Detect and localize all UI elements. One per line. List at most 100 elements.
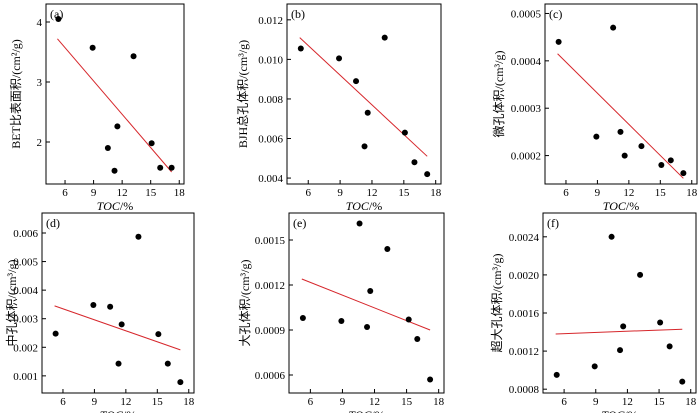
data-point [177,379,184,386]
fit-line [555,328,683,335]
fit-line [299,37,428,157]
chart-panel-5: 6 9 12 15 18 0.0006 0.0009 0.0012 0.0015 (e) TOC/%… [238,212,445,413]
data-point [118,321,125,328]
panel-label: (e) [293,216,306,230]
data-point [591,363,598,370]
data-point [115,360,122,367]
data-point [52,330,59,337]
x-tick-label: 12 [120,396,131,408]
x-tick-label: 9 [337,187,343,199]
chart-panel-3: 6 9 12 15 18 0.0002 0.0003 0.0004 0.0005 (c) TOC/%… [492,3,698,213]
panel-label: (f) [547,216,559,230]
chart-panel-6: 6 9 12 15 18 0.0008 0.0012 0.0016 0.0020 0.0024 (f… [489,212,697,413]
data-point [608,233,615,240]
data-point [364,324,371,330]
y-tick-label: 3 [37,77,43,89]
fit-line [54,305,181,351]
x-axis-title-variable: TOC [601,408,625,413]
y-tick-label: 0.003 [13,314,38,326]
data-point [299,315,306,321]
chart-panel-4: 6 9 12 15 18 0.001 0.002 0.003 0.004 0.005 0.006 (d… [4,212,195,413]
x-tick-label: 12 [369,396,380,408]
y-tick-label: 0.0015 [255,235,286,247]
x-tick-label: 18 [430,187,442,199]
x-tick-label: 9 [340,396,346,408]
data-point [617,128,624,135]
x-tick-label: 15 [401,396,413,408]
x-tick-label: 18 [183,396,195,408]
data-point [155,331,162,338]
x-axis-title: TOC/% [346,199,382,213]
panel-label: (b) [291,7,305,21]
x-tick-label: 9 [92,396,98,408]
data-point [90,302,97,308]
data-point [353,78,360,85]
x-tick-label: 9 [595,187,601,199]
data-point [381,34,388,41]
x-tick-label: 18 [686,187,698,199]
x-tick-label: 6 [561,396,567,408]
x-axis-title-unit: /% [369,199,382,213]
data-point [55,16,62,22]
y-tick-label: 0.0024 [509,232,540,244]
x-tick-label: 6 [563,187,569,199]
x-axis-title-unit: /% [626,199,639,213]
x-tick-label: 12 [117,187,128,199]
data-point [135,233,142,240]
x-axis-title: TOC/% [100,408,136,413]
plot-frame [41,212,195,394]
x-tick-label: 6 [62,187,68,199]
data-point [89,44,96,51]
y-tick-label: 0.006 [13,228,38,240]
x-axis-title-unit: /% [120,199,133,213]
y-tick-label: 0.008 [258,94,283,106]
y-tick-label: 0.0012 [255,280,285,292]
x-axis-title-unit: /% [624,408,637,413]
fit-line [557,53,684,179]
x-tick-label: 12 [366,187,377,199]
data-point [367,288,374,294]
x-tick-label: 15 [145,187,157,199]
x-axis-title-unit: /% [123,408,136,413]
data-point [361,143,368,150]
data-point [336,55,343,62]
x-tick-label: 18 [433,396,445,408]
y-axis-title: BJH总孔体积/(cm³/g) [236,40,250,148]
y-tick-label: 0.006 [258,134,283,146]
y-tick-label: 0.0002 [511,151,541,163]
data-point [384,246,391,252]
x-tick-label: 12 [622,396,633,408]
x-tick-label: 6 [60,396,66,408]
x-tick-label: 15 [398,187,410,199]
y-tick-label: 0.0008 [509,384,540,396]
y-tick-label: 0.0004 [511,56,542,68]
x-axis-title-unit: /% [371,408,384,413]
data-point [637,271,644,278]
data-point [401,129,408,136]
y-axis-title: 大孔体积/(cm³/g) [238,260,252,347]
y-tick-label: 0.010 [258,54,283,66]
x-axis-title-variable: TOC [603,199,627,213]
data-point [148,140,155,147]
data-point [667,157,674,164]
data-point [620,323,627,330]
y-tick-label: 0.001 [13,371,38,383]
x-axis-title-variable: TOC [346,199,370,213]
x-tick-label: 9 [593,396,599,408]
x-tick-label: 12 [623,187,634,199]
plot-frame [45,3,185,185]
data-point [427,376,434,383]
data-point [114,123,121,130]
y-tick-label: 0.012 [258,15,283,27]
data-point [679,378,686,385]
data-point [104,145,111,151]
x-tick-label: 15 [655,187,667,199]
y-tick-label: 0.0012 [509,346,539,358]
data-point [364,109,371,116]
y-tick-label: 0.0006 [255,370,286,382]
data-point [157,164,164,171]
x-tick-label: 15 [654,396,666,408]
x-tick-label: 6 [308,396,314,408]
y-axis-title: 超大孔体积/(cm³/g) [489,254,504,353]
